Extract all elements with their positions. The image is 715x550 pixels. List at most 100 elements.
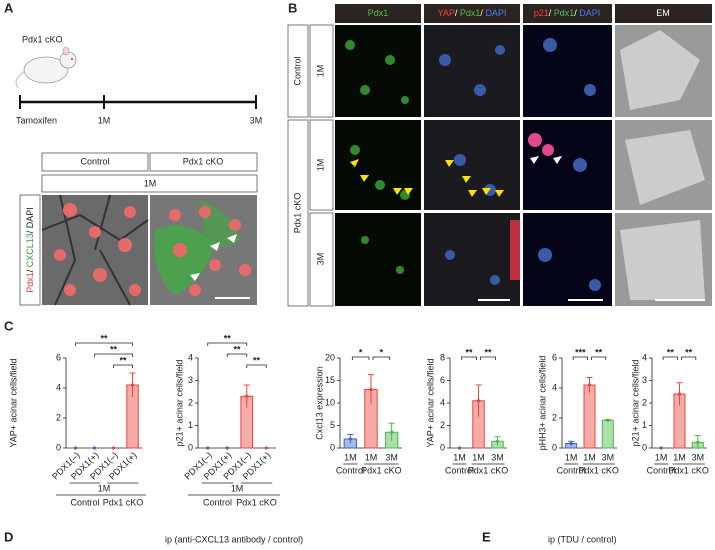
y-axis-label: YAP+ acinar cells/field [425, 358, 435, 447]
group-label: Control [292, 56, 302, 85]
significance-label: ** [595, 347, 603, 357]
y-tick-label: 2 [56, 412, 61, 422]
column-header: YAP/ Pdx1/ DAPI [438, 8, 507, 18]
timeline-label: Tamoxifen [16, 115, 57, 125]
y-tick-label: 0 [188, 442, 193, 452]
y-tick-label: 15 [325, 375, 335, 385]
significance-label: ** [484, 347, 492, 357]
x-tick-label: 1M [472, 452, 485, 462]
label-part: / [549, 8, 554, 18]
period-label: 1M [98, 483, 111, 493]
significance-label: ** [119, 355, 127, 365]
significance-bracket [591, 356, 607, 360]
y-tick-label: 0 [440, 442, 445, 452]
row-box [309, 119, 334, 211]
timeline-label: 3M [250, 115, 263, 125]
group-label: Pdx1 cKO [578, 465, 619, 475]
group-label: Pdx1 cKO [361, 465, 402, 475]
significance-bracket [662, 356, 678, 360]
y-tick-label: 6 [56, 352, 61, 362]
column-label: Control [80, 156, 109, 166]
group-label: Pdx1 cKO [668, 465, 709, 475]
label-part: p21 [534, 8, 549, 18]
y-tick-label: 6 [440, 375, 445, 385]
group-label: Control [70, 497, 99, 507]
y-tick-label: 4 [56, 382, 61, 392]
y-tick-label: 0 [56, 442, 61, 452]
x-tick-label: 1M [365, 452, 378, 462]
bar-point [111, 446, 116, 450]
label-part: EM [656, 8, 670, 18]
bar-point [264, 446, 268, 450]
significance-bracket [351, 356, 370, 360]
column-box [149, 152, 258, 172]
y-tick-label: 8 [440, 352, 445, 362]
period-label: 1M [231, 483, 244, 493]
column-header: EM [656, 8, 670, 18]
group-label: Control [336, 465, 365, 475]
significance-label: ** [233, 344, 241, 354]
label-part: Pdx1 [554, 8, 575, 18]
panel-label: D [4, 529, 13, 544]
significance-bracket [461, 356, 477, 360]
row-label: 3M [315, 253, 325, 266]
time-box [41, 174, 258, 193]
y-tick-label: 2 [440, 420, 445, 430]
y-tick-label: 2 [552, 412, 557, 422]
y-tick-label: 3 [188, 375, 193, 385]
mouse-icon [15, 46, 77, 89]
label-part: Pdx1 [460, 8, 481, 18]
bar-point [92, 446, 97, 450]
x-tick-label: 1M [453, 452, 466, 462]
y-tick-label: 1 [642, 420, 647, 430]
group-label: Control [445, 465, 474, 475]
y-tick-label: 4 [552, 382, 557, 392]
y-axis-label: YAP+ acinar cells/field [8, 358, 18, 447]
x-tick-label: 3M [385, 452, 398, 462]
y-tick-label: 10 [325, 397, 335, 407]
y-tick-label: 5 [330, 420, 335, 430]
y-axis-label: pHH3+ acinar cells/field [537, 356, 547, 451]
panel-label: E [482, 529, 491, 544]
label-part: Pdx1 [368, 8, 389, 18]
y-axis-label: p21+ acinar cells/field [174, 360, 184, 447]
label-part: / [455, 8, 460, 18]
column-box [41, 152, 149, 172]
y-tick-label: 4 [642, 352, 647, 362]
bar [601, 419, 614, 449]
significance-label: ** [667, 347, 675, 357]
label-part: / [574, 8, 579, 18]
significance-label: ** [100, 333, 108, 343]
group-label: Pdx1 cKO [468, 465, 509, 475]
y-axis-label: Cxcl13 expression [314, 366, 324, 440]
significance-label: * [359, 347, 363, 357]
column-header: p21/ Pdx1/ DAPI [534, 8, 601, 18]
significance-label: *** [575, 347, 586, 357]
label-part: Pdx1 [25, 272, 35, 293]
mouse-title: Pdx1 cKO [22, 34, 63, 44]
group-label: Pdx1 cKO [236, 497, 277, 507]
y-tick-label: 3 [642, 375, 647, 385]
bar-point [659, 446, 663, 450]
y-tick-label: 4 [440, 397, 445, 407]
y-tick-label: 4 [188, 352, 193, 362]
significance-label: * [380, 347, 384, 357]
group-label: Pdx1 cKO [103, 497, 144, 507]
x-tick-label: 3M [692, 452, 705, 462]
panel-label: B [288, 0, 297, 15]
label-part: DAPI [485, 8, 506, 18]
significance-label: ** [110, 344, 118, 354]
y-tick-label: 2 [188, 397, 193, 407]
timeline-label: 1M [98, 115, 111, 125]
significance-bracket [226, 353, 248, 357]
header-backgrounds [335, 4, 712, 23]
group-label: Control [557, 465, 586, 475]
label-part: YAP [438, 8, 455, 18]
row-label: 1M [315, 159, 325, 172]
bar-point [206, 446, 210, 450]
significance-bracket [113, 364, 133, 368]
group-box [287, 24, 309, 118]
bar-point [457, 446, 462, 450]
label-part: / [480, 8, 485, 18]
x-tick-label: 3M [602, 452, 615, 462]
